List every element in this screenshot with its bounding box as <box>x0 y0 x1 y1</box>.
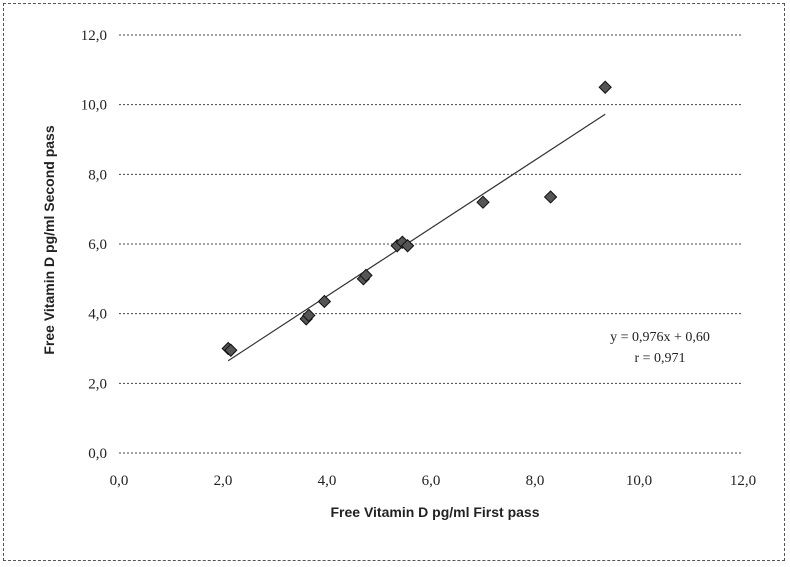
y-tick-label: 8,0 <box>88 167 107 183</box>
data-points <box>222 81 611 356</box>
data-point <box>599 81 611 93</box>
x-axis-title: Free Vitamin D pg/ml First pass <box>330 504 539 520</box>
y-tick-label: 10,0 <box>81 98 107 114</box>
x-tick-labels: 0,0 2,0 4,0 6,0 8,0 10,0 12,0 <box>110 473 757 489</box>
x-tick-label: 8,0 <box>526 473 545 489</box>
correlation-coefficient: r = 0,971 <box>634 351 685 366</box>
data-point <box>318 295 330 307</box>
y-tick-labels: 0,0 2,0 4,0 6,0 8,0 10,0 12,0 <box>81 28 107 462</box>
y-tick-label: 0,0 <box>88 446 107 462</box>
data-point <box>477 196 489 208</box>
y-tick-label: 6,0 <box>88 237 107 253</box>
data-point <box>545 191 557 203</box>
y-tick-label: 4,0 <box>88 307 107 323</box>
y-tick-label: 2,0 <box>88 376 107 392</box>
y-tick-label: 12,0 <box>81 28 107 44</box>
trend-line <box>228 114 605 360</box>
x-tick-label: 0,0 <box>110 473 129 489</box>
y-axis-title: Free Vitamin D pg/ml Second pass <box>41 125 57 354</box>
gridlines <box>119 35 743 453</box>
x-tick-label: 10,0 <box>626 473 652 489</box>
trendline-equation: y = 0,976x + 0,60 <box>610 330 710 345</box>
x-tick-label: 12,0 <box>730 473 756 489</box>
x-tick-label: 2,0 <box>214 473 233 489</box>
x-tick-label: 4,0 <box>318 473 337 489</box>
x-tick-label: 6,0 <box>422 473 441 489</box>
